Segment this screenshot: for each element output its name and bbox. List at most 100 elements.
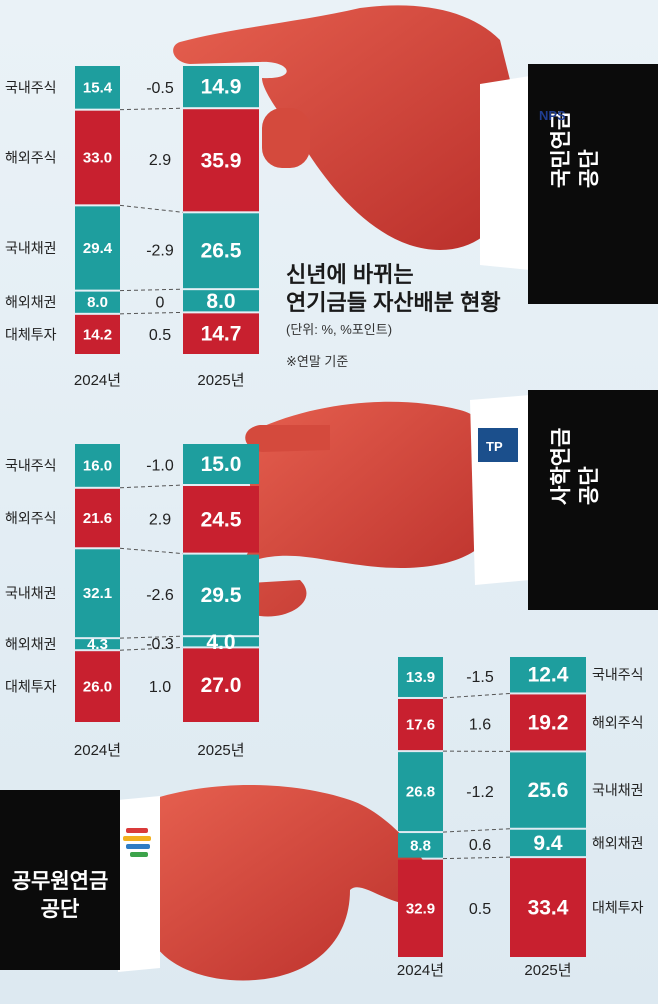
change-label: 0 <box>156 294 165 311</box>
value-label-2025: 29.5 <box>201 584 242 607</box>
change-label: 0.5 <box>149 327 171 344</box>
chart-title-line-2: 연기금들 자산배분 현황 <box>286 290 501 315</box>
value-label-2024: 26.8 <box>406 784 435 801</box>
value-label-2024: 26.0 <box>83 679 112 696</box>
category-label: 국내채권 <box>5 240 57 256</box>
value-label-2025: 26.5 <box>201 240 242 263</box>
category-label: 국내채권 <box>5 585 57 601</box>
bar-segment-2024 <box>398 698 443 751</box>
connector-line <box>119 547 184 555</box>
category-label: 해외주식 <box>592 714 644 730</box>
value-label-2025: 8.0 <box>206 290 235 313</box>
value-label-2025: 14.9 <box>201 76 242 99</box>
tp-logo-box <box>478 428 518 462</box>
bar-segment-2025 <box>183 637 259 647</box>
value-label-2025: 19.2 <box>528 711 569 734</box>
category-label: 해외주식 <box>5 150 57 166</box>
chart-title-line-1: 신년에 바뀌는 <box>286 262 414 287</box>
connector-line <box>119 288 184 292</box>
value-label-2024: 32.9 <box>406 900 435 917</box>
year-label-2024: 2024년 <box>74 372 121 389</box>
bar-segment-2025 <box>510 657 586 693</box>
category-label: 국내주식 <box>5 457 57 473</box>
value-label-2024: 8.8 <box>410 837 431 854</box>
value-label-2025: 15.0 <box>201 453 242 476</box>
value-label-2024: 4.3 <box>87 636 108 653</box>
change-label: -0.5 <box>146 80 174 97</box>
org-label-gepa-line-1: 공무원연금 <box>12 870 109 893</box>
bar-segment-2024 <box>398 752 443 832</box>
connector-line <box>119 646 184 651</box>
bar-segment-2024 <box>398 833 443 858</box>
value-label-2024: 17.6 <box>406 717 435 734</box>
value-label-2025: 9.4 <box>533 832 563 855</box>
bar-segment-2025 <box>510 752 586 828</box>
change-label: 0.5 <box>469 901 491 918</box>
category-label: 해외주식 <box>5 510 57 526</box>
bar-segment-2025 <box>183 554 259 636</box>
value-label-2025: 35.9 <box>201 149 242 172</box>
change-label: -2.6 <box>146 587 174 604</box>
change-label: -1.5 <box>466 669 494 686</box>
gepa-logo-stroke-green <box>130 852 148 857</box>
value-label-2025: 12.4 <box>528 664 569 687</box>
unit-note: (단위: %, %포인트) <box>286 322 392 337</box>
bar-segment-2024 <box>75 488 120 548</box>
bar-segment-2024 <box>398 657 443 697</box>
bar-segment-2024 <box>75 110 120 205</box>
value-label-2024: 8.0 <box>87 294 108 311</box>
value-label-2024: 16.0 <box>83 457 112 474</box>
change-label: 2.9 <box>149 152 171 169</box>
nps-logo: NPS <box>539 108 566 123</box>
category-label: 대체투자 <box>5 326 57 342</box>
category-label: 대체투자 <box>592 900 644 916</box>
bar-segment-2024 <box>75 651 120 722</box>
year-label-2024: 2024년 <box>397 962 444 979</box>
bar-segment-2025 <box>183 66 259 108</box>
value-label-2025: 33.4 <box>528 897 569 920</box>
bar-segment-2025 <box>183 213 259 289</box>
year-label-2025: 2025년 <box>524 962 571 979</box>
org-label-nps-line-1: 국민연금 <box>550 111 573 188</box>
connector-line <box>119 484 184 489</box>
year-label-2025: 2025년 <box>197 742 244 759</box>
bar-segment-2024 <box>75 66 120 109</box>
category-label: 국내채권 <box>592 782 644 798</box>
connector-line <box>119 107 184 111</box>
value-label-2025: 27.0 <box>201 674 242 697</box>
bar-segment-2024 <box>398 859 443 957</box>
bar-segment-2024 <box>75 639 120 650</box>
bar-segment-2025 <box>183 444 259 484</box>
gepa-logo-stroke-yellow <box>123 836 151 841</box>
bar-segment-2024 <box>75 206 120 290</box>
bar-segment-2025 <box>183 313 259 354</box>
change-label: -2.9 <box>146 242 174 259</box>
value-label-2024: 29.4 <box>83 240 113 257</box>
value-label-2025: 14.7 <box>201 323 242 346</box>
org-label-gepa-line-2: 공단 <box>41 898 80 921</box>
year-label-2025: 2025년 <box>197 372 244 389</box>
value-label-2024: 32.1 <box>83 585 112 602</box>
change-label: 0.6 <box>469 837 491 854</box>
tp-logo-text: TP <box>486 439 503 454</box>
bar-segment-2024 <box>75 291 120 313</box>
change-label: -1.2 <box>466 784 494 801</box>
category-label: 해외채권 <box>5 636 57 652</box>
change-label: -0.3 <box>146 636 174 653</box>
sleeve-nps <box>480 64 658 304</box>
gepa-logo-stroke-blue <box>126 844 150 849</box>
hand-illustration-gepa <box>150 785 434 981</box>
bar-segment-2025 <box>183 290 259 312</box>
bar-segment-2024 <box>75 314 120 354</box>
hand-illustration-tp <box>239 401 498 617</box>
value-label-2025: 25.6 <box>528 779 569 802</box>
bar-segment-2024 <box>75 444 120 487</box>
year-label-2024: 2024년 <box>74 742 121 759</box>
org-label-nps-line-2: 공단 <box>578 149 601 188</box>
bar-segment-2025 <box>183 648 259 722</box>
value-label-2024: 21.6 <box>83 510 112 527</box>
value-label-2024: 13.9 <box>406 669 435 686</box>
org-label-tp-line-2: 공단 <box>578 466 601 505</box>
